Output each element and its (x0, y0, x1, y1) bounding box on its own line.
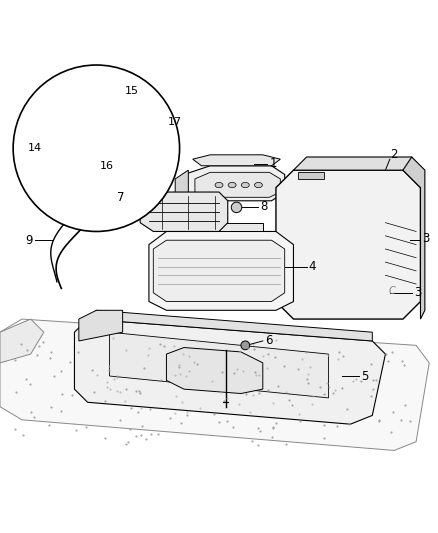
Circle shape (231, 202, 242, 213)
Polygon shape (195, 172, 280, 197)
FancyBboxPatch shape (101, 104, 107, 111)
Polygon shape (293, 157, 420, 170)
Ellipse shape (254, 182, 262, 188)
Text: 15: 15 (124, 86, 138, 96)
Ellipse shape (228, 182, 236, 188)
Text: 6: 6 (265, 335, 272, 348)
Text: 4: 4 (309, 260, 316, 273)
Text: 3: 3 (423, 231, 430, 245)
Polygon shape (175, 223, 263, 231)
Polygon shape (94, 93, 129, 104)
Polygon shape (149, 231, 293, 310)
Polygon shape (0, 319, 429, 450)
Text: 9: 9 (25, 233, 33, 247)
Polygon shape (88, 310, 372, 341)
Ellipse shape (127, 127, 136, 143)
Polygon shape (110, 332, 328, 398)
Circle shape (117, 152, 128, 162)
Polygon shape (153, 240, 285, 302)
Text: 16: 16 (100, 161, 114, 171)
FancyBboxPatch shape (157, 132, 165, 139)
Ellipse shape (108, 148, 120, 166)
FancyBboxPatch shape (298, 172, 324, 179)
Polygon shape (276, 170, 420, 319)
Circle shape (55, 172, 68, 185)
Text: 17: 17 (168, 117, 182, 127)
Polygon shape (175, 170, 188, 201)
Polygon shape (79, 310, 123, 341)
Ellipse shape (215, 182, 223, 188)
Text: C: C (389, 286, 396, 296)
Text: 2: 2 (390, 148, 397, 161)
Circle shape (241, 341, 250, 350)
Polygon shape (74, 319, 385, 424)
FancyBboxPatch shape (31, 148, 36, 155)
Circle shape (13, 65, 180, 231)
Polygon shape (184, 166, 285, 201)
Polygon shape (131, 127, 155, 143)
Polygon shape (83, 150, 123, 164)
Polygon shape (35, 144, 81, 157)
Text: 5: 5 (361, 369, 369, 383)
Polygon shape (403, 157, 425, 319)
Text: 14: 14 (28, 143, 42, 154)
Ellipse shape (79, 149, 87, 165)
Polygon shape (193, 155, 280, 166)
Ellipse shape (241, 182, 249, 188)
Text: 1: 1 (269, 157, 277, 170)
Polygon shape (42, 146, 77, 155)
Text: 3: 3 (414, 286, 421, 300)
Text: 7: 7 (117, 191, 125, 204)
Polygon shape (140, 192, 228, 231)
Polygon shape (0, 319, 44, 363)
Text: 8: 8 (261, 200, 268, 213)
Ellipse shape (151, 128, 160, 142)
FancyBboxPatch shape (116, 104, 123, 111)
Polygon shape (166, 348, 263, 393)
